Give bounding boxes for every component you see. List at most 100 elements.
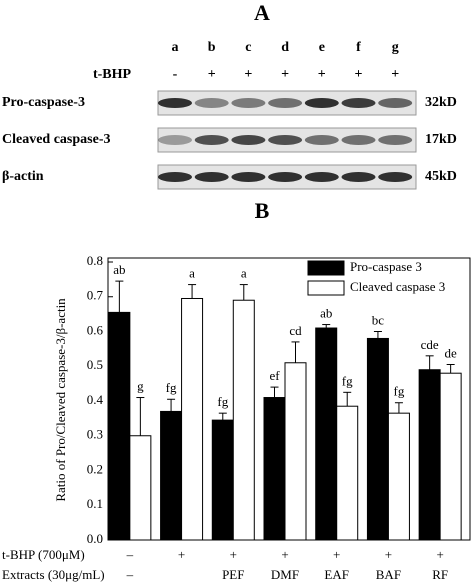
significance-letter: cde (421, 337, 439, 352)
row-header: t-BHP (700μM) (2, 547, 85, 562)
x-tick-label: RF (432, 567, 448, 582)
blot-band (304, 172, 339, 182)
y-axis-label: Ratio of Pro/Cleaved caspase-3/β-actin (53, 298, 68, 502)
significance-letter: bc (372, 312, 385, 327)
bar (263, 397, 286, 541)
x-tick-label: EAF (324, 567, 349, 582)
significance-letter: a (189, 266, 195, 281)
bar (387, 412, 410, 541)
bar (211, 419, 234, 541)
significance-letter: fg (394, 384, 405, 399)
bar (439, 372, 462, 541)
lane-label: b (208, 40, 216, 55)
x-treatment-label: + (230, 547, 237, 562)
significance-letter: ab (320, 306, 332, 321)
significance-letter: de (445, 345, 458, 360)
y-tick-label: 0.8 (87, 253, 103, 268)
blot-band (304, 98, 339, 108)
bar (160, 410, 183, 541)
treatment-sign: + (244, 67, 252, 82)
x-treatment-label: + (281, 547, 288, 562)
treatment-label: t-BHP (93, 67, 132, 82)
lane-label: d (281, 40, 289, 55)
blot-band (304, 135, 339, 145)
blot-band (378, 172, 413, 182)
x-tick-label: – (126, 567, 134, 582)
treatment-sign: + (208, 67, 216, 82)
blot-size-label: 45kD (425, 169, 457, 184)
y-tick-label: 0.5 (87, 357, 103, 372)
blot-band (378, 135, 413, 145)
significance-letter: fg (217, 394, 228, 409)
bar (129, 435, 152, 541)
legend-label: Pro-caspase 3 (350, 259, 422, 274)
blot-band (231, 98, 266, 108)
lane-label: g (392, 40, 399, 55)
legend-swatch (307, 280, 345, 296)
blot-band (341, 135, 376, 145)
x-treatment-label: + (178, 547, 185, 562)
x-treatment-label: – (126, 547, 134, 562)
blot-size-label: 32kD (425, 95, 457, 110)
blot-band (341, 98, 376, 108)
blot-band (268, 135, 303, 145)
bar (181, 297, 204, 541)
y-tick-label: 0.4 (87, 392, 104, 407)
x-treatment-label: + (333, 547, 340, 562)
bar (232, 299, 255, 541)
significance-letter: fg (166, 380, 177, 395)
x-tick-label: DMF (271, 567, 299, 582)
bar (284, 362, 307, 541)
significance-letter: ab (113, 262, 125, 277)
y-tick-label: 0.3 (87, 427, 103, 442)
panel-label: A (254, 0, 270, 25)
blot-band (341, 172, 376, 182)
row-header: Extracts (30μg/mL) (2, 567, 105, 582)
bar (108, 311, 131, 541)
blot-band (194, 172, 229, 182)
y-tick-label: 0.7 (87, 288, 104, 303)
legend-label: Cleaved caspase 3 (350, 279, 445, 294)
bar (315, 327, 338, 541)
y-tick-label: 0.0 (87, 531, 103, 546)
blot-band (268, 98, 303, 108)
legend-swatch (307, 260, 345, 276)
significance-letter: fg (342, 373, 353, 388)
blot-size-label: 17kD (425, 132, 457, 147)
x-tick-label: BAF (376, 567, 401, 582)
significance-letter: cd (289, 323, 302, 338)
significance-letter: a (241, 266, 247, 281)
blot-band (268, 172, 303, 182)
significance-letter: g (137, 379, 144, 394)
significance-letter: ef (269, 368, 280, 383)
lane-label: e (319, 40, 325, 55)
y-tick-label: 0.2 (87, 461, 103, 476)
blot-row-label: Cleaved caspase-3 (2, 132, 111, 147)
treatment-sign: + (318, 67, 326, 82)
treatment-sign: + (281, 67, 289, 82)
panel-label: B (255, 198, 270, 223)
blot-band (231, 172, 266, 182)
blot-band (158, 135, 192, 145)
lane-label: c (245, 40, 251, 55)
treatment-sign: + (355, 67, 363, 82)
lane-label: a (172, 40, 179, 55)
bar (336, 405, 359, 541)
treatment-sign: + (391, 67, 399, 82)
blot-band (194, 135, 229, 145)
blot-band (158, 172, 192, 182)
x-tick-label: PEF (222, 567, 244, 582)
treatment-sign: - (173, 67, 178, 82)
blot-band (158, 98, 192, 108)
y-tick-label: 0.6 (87, 322, 104, 337)
blot-row-label: β-actin (2, 169, 44, 184)
blot-row-label: Pro-caspase-3 (2, 95, 85, 110)
blot-band (194, 98, 229, 108)
blot-band (231, 135, 266, 145)
x-treatment-label: + (385, 547, 392, 562)
lane-label: f (356, 40, 361, 55)
bar (418, 369, 441, 541)
bar (366, 337, 389, 541)
x-treatment-label: + (436, 547, 443, 562)
